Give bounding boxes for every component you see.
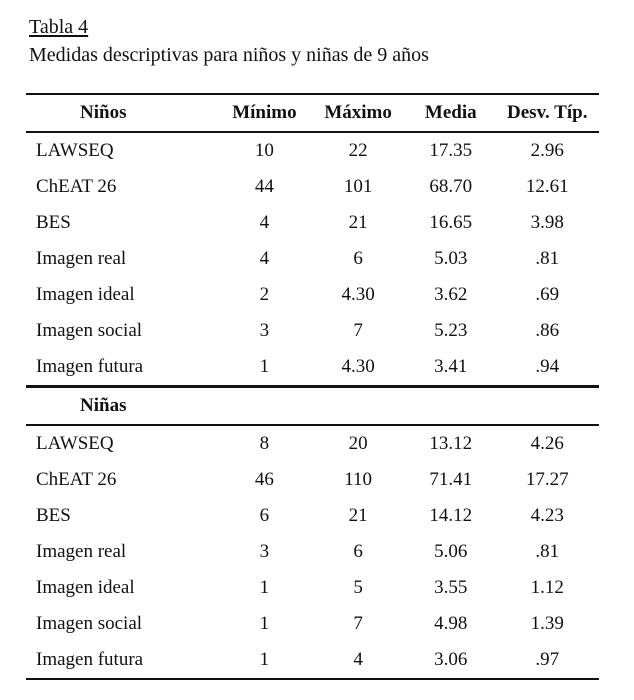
- row-label: Imagen futura: [26, 642, 219, 680]
- cell-media: 3.62: [434, 284, 468, 305]
- cell-desv-tip: 3.98: [530, 212, 564, 233]
- cell-maximo: 7: [353, 320, 363, 341]
- table-row: Imagen social 3 7 5.23 .86: [26, 313, 599, 349]
- table-title: Medidas descriptivas para niños y niñas …: [29, 44, 429, 66]
- group-header-ninas: Niñas: [26, 385, 219, 426]
- cell-minimo: 1: [259, 356, 270, 377]
- table-row: LAWSEQ 10 22 17.35 2.96: [26, 132, 599, 169]
- header-media: Media: [406, 93, 496, 133]
- header-maximo: Máximo: [310, 93, 407, 133]
- cell-media: 4.98: [434, 613, 468, 634]
- cell-minimo: 46: [254, 469, 274, 490]
- cell-media: 5.03: [434, 248, 468, 269]
- cell-media: 3.41: [434, 356, 468, 377]
- cell-desv-tip: 1.39: [530, 613, 564, 634]
- cell-minimo: 6: [259, 505, 270, 526]
- cell-desv-tip: 2.96: [530, 140, 564, 161]
- table-row: Imagen ideal 1 5 3.55 1.12: [26, 570, 599, 606]
- cell-desv-tip: 1.12: [530, 577, 564, 598]
- cell-desv-tip: .94: [535, 356, 560, 377]
- table-row: Imagen ideal 2 4.30 3.62 .69: [26, 277, 599, 313]
- cell-maximo: 5: [353, 577, 363, 598]
- row-label: BES: [36, 505, 71, 526]
- cell-media: 68.70: [429, 176, 473, 197]
- table-row: LAWSEQ 8 20 13.12 4.26: [26, 425, 599, 462]
- cell-maximo: 21: [348, 212, 368, 233]
- cell-media: 5.06: [434, 541, 468, 562]
- cell-desv-tip: .86: [535, 320, 560, 341]
- cell-desv-tip: .81: [535, 541, 560, 562]
- cell-minimo: 1: [259, 577, 270, 598]
- table-row: ChEAT 26 44 101 68.70 12.61: [26, 169, 599, 205]
- row-label: BES: [36, 212, 71, 233]
- cell-maximo: 110: [344, 469, 372, 490]
- cell-media: 17.35: [429, 140, 473, 161]
- cell-maximo: 21: [348, 505, 368, 526]
- group-header-row: Niñas: [26, 385, 599, 426]
- cell-maximo: 4.30: [341, 284, 375, 305]
- cell-minimo: 2: [259, 284, 270, 305]
- table-row: Imagen real 4 6 5.03 .81: [26, 241, 599, 277]
- table-row: ChEAT 26 46 110 71.41 17.27: [26, 462, 599, 498]
- cell-media: 71.41: [429, 469, 473, 490]
- descriptive-stats-table: Niños Mínimo Máximo Media Desv. Típ. LAW…: [26, 93, 599, 680]
- row-label: Imagen social: [36, 320, 143, 341]
- row-label: ChEAT 26: [36, 176, 117, 197]
- row-label: Imagen ideal: [36, 284, 135, 305]
- cell-desv-tip: .97: [495, 642, 599, 680]
- cell-maximo: 22: [348, 140, 368, 161]
- cell-minimo: 3: [259, 320, 270, 341]
- table-row: Imagen futura 1 4.30 3.41 .94: [26, 349, 599, 387]
- table-row: BES 4 21 16.65 3.98: [26, 205, 599, 241]
- header-group-ninos: Niños: [26, 93, 219, 133]
- cell-desv-tip: .69: [535, 284, 560, 305]
- row-label: Imagen social: [36, 613, 143, 634]
- cell-media: 3.06: [406, 642, 496, 680]
- cell-minimo: 44: [254, 176, 274, 197]
- cell-media: 5.23: [434, 320, 468, 341]
- cell-minimo: 1: [259, 613, 270, 634]
- cell-desv-tip: .81: [535, 248, 560, 269]
- cell-minimo: 10: [254, 140, 274, 161]
- row-label: ChEAT 26: [36, 469, 117, 490]
- cell-maximo: 4.30: [341, 356, 375, 377]
- table-row: BES 6 21 14.12 4.23: [26, 498, 599, 534]
- cell-maximo: 4: [310, 642, 407, 680]
- row-label: Imagen ideal: [36, 577, 135, 598]
- cell-media: 13.12: [429, 433, 473, 454]
- cell-maximo: 7: [353, 613, 363, 634]
- cell-maximo: 6: [353, 541, 363, 562]
- cell-desv-tip: 4.23: [530, 505, 564, 526]
- table-row: Imagen futura 1 4 3.06 .97: [26, 642, 599, 680]
- row-label: Imagen futura: [36, 356, 144, 377]
- cell-minimo: 4: [259, 212, 270, 233]
- cell-desv-tip: 12.61: [525, 176, 569, 197]
- table-header-row: Niños Mínimo Máximo Media Desv. Típ.: [26, 93, 599, 133]
- table-caption: Tabla 4 Medidas descriptivas para niños …: [29, 15, 619, 67]
- row-label: Imagen real: [36, 248, 127, 269]
- table-row: Imagen real 3 6 5.06 .81: [26, 534, 599, 570]
- header-minimo: Mínimo: [218, 93, 311, 133]
- cell-maximo: 101: [343, 176, 373, 197]
- cell-minimo: 8: [259, 433, 270, 454]
- table-label: Tabla 4: [29, 16, 89, 38]
- row-label: LAWSEQ: [36, 433, 114, 454]
- cell-desv-tip: 4.26: [530, 433, 564, 454]
- header-desv-tip: Desv. Típ.: [495, 93, 599, 133]
- cell-media: 14.12: [429, 505, 473, 526]
- cell-maximo: 6: [353, 248, 363, 269]
- cell-media: 3.55: [434, 577, 468, 598]
- cell-maximo: 20: [348, 433, 368, 454]
- cell-minimo: 3: [259, 541, 270, 562]
- table-row: Imagen social 1 7 4.98 1.39: [26, 606, 599, 642]
- row-label: LAWSEQ: [36, 140, 114, 161]
- cell-media: 16.65: [429, 212, 473, 233]
- row-label: Imagen real: [36, 541, 127, 562]
- cell-minimo: 1: [218, 642, 311, 680]
- cell-minimo: 4: [259, 248, 270, 269]
- cell-desv-tip: 17.27: [525, 469, 569, 490]
